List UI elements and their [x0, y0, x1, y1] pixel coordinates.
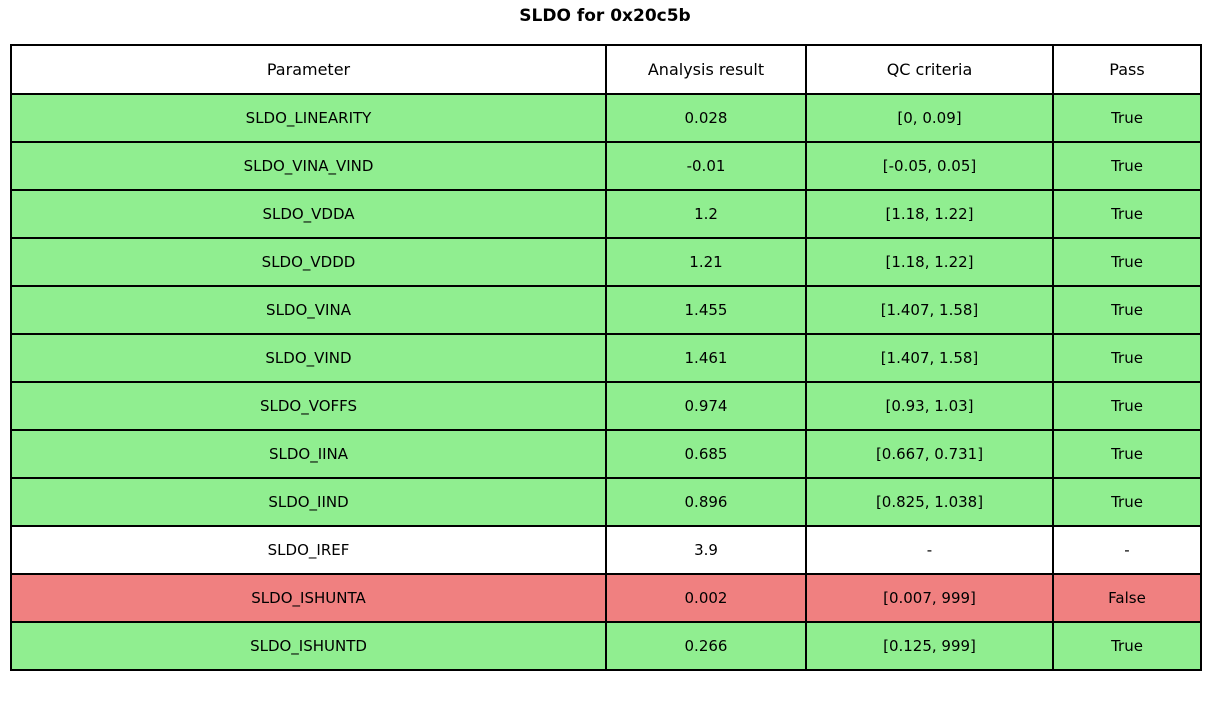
cell-parameter: SLDO_VIND	[10, 333, 607, 383]
cell-analysis-result: 1.2	[605, 189, 807, 239]
cell-pass: True	[1052, 141, 1202, 191]
cell-qc-criteria: [0.007, 999]	[805, 573, 1054, 623]
table-row: SLDO_LINEARITY 0.028 [0, 0.09] True	[10, 93, 1202, 143]
table-row: SLDO_VINA 1.455 [1.407, 1.58] True	[10, 285, 1202, 335]
cell-analysis-result: 0.028	[605, 93, 807, 143]
cell-analysis-result: 3.9	[605, 525, 807, 575]
cell-pass: True	[1052, 381, 1202, 431]
cell-parameter: SLDO_ISHUNTD	[10, 621, 607, 671]
cell-qc-criteria: [0.93, 1.03]	[805, 381, 1054, 431]
cell-analysis-result: 1.21	[605, 237, 807, 287]
cell-qc-criteria: [1.407, 1.58]	[805, 333, 1054, 383]
cell-qc-criteria: [0.825, 1.038]	[805, 477, 1054, 527]
table-row: SLDO_VDDD 1.21 [1.18, 1.22] True	[10, 237, 1202, 287]
cell-qc-criteria: [-0.05, 0.05]	[805, 141, 1054, 191]
column-header-qc-criteria: QC criteria	[805, 44, 1054, 95]
cell-qc-criteria: [1.18, 1.22]	[805, 237, 1054, 287]
cell-parameter: SLDO_VINA_VIND	[10, 141, 607, 191]
cell-parameter: SLDO_VOFFS	[10, 381, 607, 431]
cell-qc-criteria: -	[805, 525, 1054, 575]
column-header-analysis-result: Analysis result	[605, 44, 807, 95]
cell-parameter: SLDO_VDDD	[10, 237, 607, 287]
cell-pass: True	[1052, 477, 1202, 527]
cell-qc-criteria: [0, 0.09]	[805, 93, 1054, 143]
cell-parameter: SLDO_ISHUNTA	[10, 573, 607, 623]
cell-qc-criteria: [1.18, 1.22]	[805, 189, 1054, 239]
cell-pass: True	[1052, 93, 1202, 143]
table-row: SLDO_IIND 0.896 [0.825, 1.038] True	[10, 477, 1202, 527]
table-row: SLDO_VDDA 1.2 [1.18, 1.22] True	[10, 189, 1202, 239]
table-row: SLDO_IINA 0.685 [0.667, 0.731] True	[10, 429, 1202, 479]
cell-qc-criteria: [1.407, 1.58]	[805, 285, 1054, 335]
cell-pass: True	[1052, 237, 1202, 287]
table-row: SLDO_VINA_VIND -0.01 [-0.05, 0.05] True	[10, 141, 1202, 191]
table-row: SLDO_VOFFS 0.974 [0.93, 1.03] True	[10, 381, 1202, 431]
column-header-parameter: Parameter	[10, 44, 607, 95]
table-row: SLDO_ISHUNTD 0.266 [0.125, 999] True	[10, 621, 1202, 671]
cell-qc-criteria: [0.125, 999]	[805, 621, 1054, 671]
cell-analysis-result: 0.266	[605, 621, 807, 671]
cell-analysis-result: 0.974	[605, 381, 807, 431]
cell-analysis-result: 1.455	[605, 285, 807, 335]
cell-parameter: SLDO_LINEARITY	[10, 93, 607, 143]
table-row: SLDO_ISHUNTA 0.002 [0.007, 999] False	[10, 573, 1202, 623]
cell-parameter: SLDO_IIND	[10, 477, 607, 527]
cell-pass: True	[1052, 621, 1202, 671]
cell-parameter: SLDO_VDDA	[10, 189, 607, 239]
page-title: SLDO for 0x20c5b	[519, 6, 691, 26]
cell-pass: True	[1052, 333, 1202, 383]
column-header-pass: Pass	[1052, 44, 1202, 95]
cell-analysis-result: 0.002	[605, 573, 807, 623]
cell-pass: False	[1052, 573, 1202, 623]
cell-parameter: SLDO_VINA	[10, 285, 607, 335]
table-row: SLDO_IREF 3.9 - -	[10, 525, 1202, 575]
table-row: SLDO_VIND 1.461 [1.407, 1.58] True	[10, 333, 1202, 383]
cell-parameter: SLDO_IINA	[10, 429, 607, 479]
cell-pass: True	[1052, 189, 1202, 239]
cell-analysis-result: 0.685	[605, 429, 807, 479]
cell-qc-criteria: [0.667, 0.731]	[805, 429, 1054, 479]
cell-analysis-result: 1.461	[605, 333, 807, 383]
cell-pass: -	[1052, 525, 1202, 575]
cell-pass: True	[1052, 429, 1202, 479]
cell-analysis-result: 0.896	[605, 477, 807, 527]
cell-pass: True	[1052, 285, 1202, 335]
cell-analysis-result: -0.01	[605, 141, 807, 191]
cell-parameter: SLDO_IREF	[10, 525, 607, 575]
qc-results-table: Parameter Analysis result QC criteria Pa…	[10, 44, 1202, 671]
table-header-row: Parameter Analysis result QC criteria Pa…	[10, 44, 1202, 95]
